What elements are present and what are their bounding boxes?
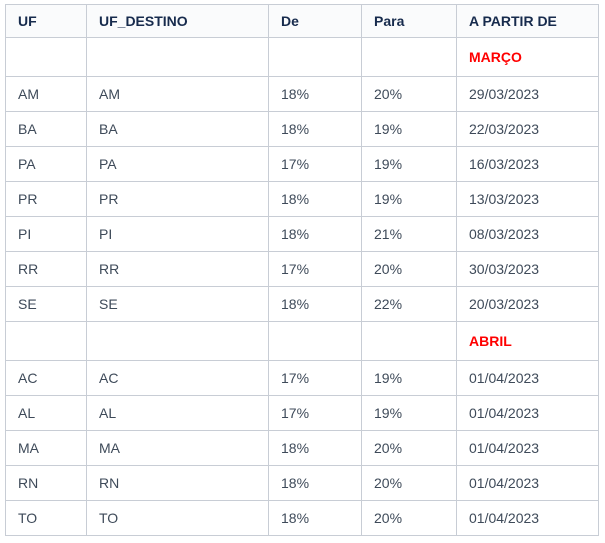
cell-uf-destino: PI bbox=[86, 216, 269, 252]
cell-para: 20% bbox=[361, 465, 457, 501]
table-row: PR PR 18% 19% 13/03/2023 bbox=[5, 181, 599, 217]
cell-de: 17% bbox=[268, 395, 362, 431]
cell-uf-destino: RN bbox=[86, 465, 269, 501]
table-row: BA BA 18% 19% 22/03/2023 bbox=[5, 111, 599, 147]
table-row: AL AL 17% 19% 01/04/2023 bbox=[5, 395, 599, 431]
cell-para bbox=[361, 321, 457, 361]
col-header-para: Para bbox=[361, 4, 457, 38]
cell-para: 20% bbox=[361, 251, 457, 287]
col-header-uf-destino: UF_DESTINO bbox=[86, 4, 269, 38]
cell-para: 20% bbox=[361, 76, 457, 112]
cell-de: 18% bbox=[268, 76, 362, 112]
cell-de: 18% bbox=[268, 286, 362, 322]
cell-para: 20% bbox=[361, 500, 457, 536]
cell-uf: SE bbox=[5, 286, 87, 322]
cell-para: 22% bbox=[361, 286, 457, 322]
cell-de: 17% bbox=[268, 251, 362, 287]
cell-para: 19% bbox=[361, 146, 457, 182]
cell-a-partir-de: 08/03/2023 bbox=[456, 216, 599, 252]
cell-de: 17% bbox=[268, 146, 362, 182]
cell-a-partir-de: 01/04/2023 bbox=[456, 500, 599, 536]
col-header-a-partir-de: A PARTIR DE bbox=[456, 4, 599, 38]
table-row: SE SE 18% 22% 20/03/2023 bbox=[5, 286, 599, 322]
cell-a-partir-de: MARÇO bbox=[456, 37, 599, 77]
cell-para: 19% bbox=[361, 360, 457, 396]
table-row: RR RR 17% 20% 30/03/2023 bbox=[5, 251, 599, 287]
cell-uf: RN bbox=[5, 465, 87, 501]
cell-uf-destino: PR bbox=[86, 181, 269, 217]
cell-uf-destino: RR bbox=[86, 251, 269, 287]
cell-para: 19% bbox=[361, 181, 457, 217]
cell-a-partir-de: 16/03/2023 bbox=[456, 146, 599, 182]
cell-a-partir-de: 29/03/2023 bbox=[456, 76, 599, 112]
cell-de: 18% bbox=[268, 430, 362, 466]
icms-rate-table: UF UF_DESTINO De Para A PARTIR DE MARÇO … bbox=[5, 4, 599, 536]
cell-de bbox=[268, 37, 362, 77]
cell-uf: AC bbox=[5, 360, 87, 396]
cell-de: 18% bbox=[268, 181, 362, 217]
cell-uf-destino: AC bbox=[86, 360, 269, 396]
table-row: TO TO 18% 20% 01/04/2023 bbox=[5, 500, 599, 536]
cell-para: 20% bbox=[361, 430, 457, 466]
table-body: MARÇO AM AM 18% 20% 29/03/2023 BA BA 18%… bbox=[5, 37, 599, 536]
cell-uf-destino: AL bbox=[86, 395, 269, 431]
cell-a-partir-de: 22/03/2023 bbox=[456, 111, 599, 147]
cell-uf-destino bbox=[86, 37, 269, 77]
cell-de: 18% bbox=[268, 216, 362, 252]
cell-uf: MA bbox=[5, 430, 87, 466]
table-row: AM AM 18% 20% 29/03/2023 bbox=[5, 76, 599, 112]
cell-para bbox=[361, 37, 457, 77]
cell-de: 18% bbox=[268, 465, 362, 501]
cell-uf: TO bbox=[5, 500, 87, 536]
cell-de: 18% bbox=[268, 111, 362, 147]
cell-a-partir-de: 01/04/2023 bbox=[456, 395, 599, 431]
cell-uf-destino: TO bbox=[86, 500, 269, 536]
cell-de: 18% bbox=[268, 500, 362, 536]
cell-a-partir-de: 01/04/2023 bbox=[456, 360, 599, 396]
cell-uf: PI bbox=[5, 216, 87, 252]
table-row: ABRIL bbox=[5, 321, 599, 361]
table-header: UF UF_DESTINO De Para A PARTIR DE bbox=[5, 4, 599, 38]
cell-a-partir-de: 01/04/2023 bbox=[456, 430, 599, 466]
cell-uf-destino: PA bbox=[86, 146, 269, 182]
cell-uf-destino: SE bbox=[86, 286, 269, 322]
cell-de: 17% bbox=[268, 360, 362, 396]
table-row: AC AC 17% 19% 01/04/2023 bbox=[5, 360, 599, 396]
cell-a-partir-de: ABRIL bbox=[456, 321, 599, 361]
cell-uf: PA bbox=[5, 146, 87, 182]
cell-uf: RR bbox=[5, 251, 87, 287]
cell-uf bbox=[5, 37, 87, 77]
table-row: RN RN 18% 20% 01/04/2023 bbox=[5, 465, 599, 501]
table-row: PI PI 18% 21% 08/03/2023 bbox=[5, 216, 599, 252]
table-row: MARÇO bbox=[5, 37, 599, 77]
table-row: MA MA 18% 20% 01/04/2023 bbox=[5, 430, 599, 466]
col-header-uf: UF bbox=[5, 4, 87, 38]
cell-uf-destino: BA bbox=[86, 111, 269, 147]
cell-para: 21% bbox=[361, 216, 457, 252]
cell-a-partir-de: 20/03/2023 bbox=[456, 286, 599, 322]
cell-para: 19% bbox=[361, 395, 457, 431]
table-row: PA PA 17% 19% 16/03/2023 bbox=[5, 146, 599, 182]
cell-a-partir-de: 01/04/2023 bbox=[456, 465, 599, 501]
cell-uf bbox=[5, 321, 87, 361]
cell-uf: AL bbox=[5, 395, 87, 431]
cell-para: 19% bbox=[361, 111, 457, 147]
cell-uf: AM bbox=[5, 76, 87, 112]
cell-uf: BA bbox=[5, 111, 87, 147]
cell-de bbox=[268, 321, 362, 361]
col-header-de: De bbox=[268, 4, 362, 38]
cell-uf-destino: MA bbox=[86, 430, 269, 466]
cell-uf: PR bbox=[5, 181, 87, 217]
cell-uf-destino: AM bbox=[86, 76, 269, 112]
cell-a-partir-de: 13/03/2023 bbox=[456, 181, 599, 217]
cell-uf-destino bbox=[86, 321, 269, 361]
cell-a-partir-de: 30/03/2023 bbox=[456, 251, 599, 287]
header-row: UF UF_DESTINO De Para A PARTIR DE bbox=[5, 4, 599, 38]
